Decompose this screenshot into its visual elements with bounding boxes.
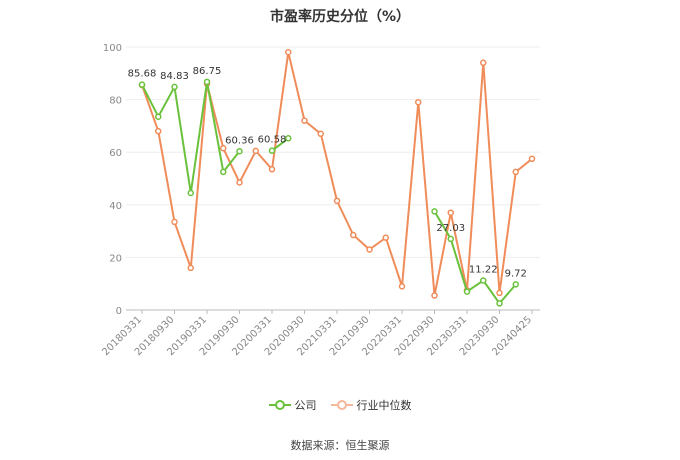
series-1-point-15 (382, 234, 389, 241)
series-1-point-12 (333, 197, 341, 205)
legend-item-industry-median[interactable]: 行业中位数 (330, 397, 412, 413)
data-label-1: 84.83 (160, 71, 189, 82)
series-1-point-9 (285, 49, 292, 56)
series-1-point-7 (252, 147, 259, 155)
series-1-point-22 (496, 289, 503, 297)
series-1-point-10 (301, 117, 308, 124)
series-1-point-17 (415, 98, 422, 106)
series-1-point-5 (220, 145, 227, 152)
series-1-point-19 (447, 209, 454, 216)
data-label-5: 27.03 (436, 223, 465, 234)
y-tick-label-2: 40 (109, 201, 122, 212)
legend-company-label: 公司 (294, 399, 317, 412)
data-label-2: 86.75 (193, 66, 222, 77)
series-0-point-5 (220, 168, 227, 176)
data-label-7: 9.72 (505, 268, 527, 279)
data-label-0: 85.68 (128, 69, 157, 80)
series-0-point-4 (203, 78, 211, 86)
legend-company-swatch-icon (268, 400, 291, 410)
series-1-point-18 (431, 292, 438, 299)
data-label-6: 11.22 (469, 264, 498, 275)
series-1-point-13 (350, 231, 357, 239)
series-1-point-11 (317, 130, 324, 138)
y-tick-label-1: 20 (109, 253, 122, 264)
series-0-point-19 (447, 235, 454, 243)
series-0-point-22 (496, 300, 503, 307)
series-1-point-16 (398, 283, 406, 290)
series-0-point-8 (268, 147, 276, 154)
y-tick-label-5: 100 (103, 43, 122, 54)
series-0-point-21 (480, 277, 487, 284)
legend-industry-swatch-icon (330, 400, 353, 410)
chart-title: 市盈率历史分位（%） (269, 9, 411, 25)
chart-legend: 公司 行业中位数 (0, 397, 680, 413)
legend-industry-median-label: 行业中位数 (356, 399, 412, 412)
series-0-point-6 (236, 148, 243, 155)
series-1-point-3 (187, 264, 194, 272)
y-tick-label-0: 0 (116, 306, 122, 317)
series-0-line-segment-1 (271, 137, 289, 152)
series-1-point-21 (480, 59, 487, 67)
legend-item-company[interactable]: 公司 (268, 397, 317, 413)
data-label-4: 60.58 (258, 135, 287, 146)
series-1-point-6 (236, 179, 243, 186)
series-1-point-24 (528, 155, 536, 163)
series-0-point-23 (512, 281, 519, 288)
y-tick-label-4: 80 (109, 96, 122, 107)
series-1-point-8 (268, 166, 276, 173)
series-0-point-20 (463, 288, 471, 295)
series-0-point-1 (155, 113, 162, 120)
series-1-point-1 (155, 127, 162, 135)
series-0-line-segment-2 (433, 210, 517, 305)
data-source-note: 数据来源：恒生聚源 (290, 439, 390, 452)
series-0-point-2 (171, 83, 178, 91)
series-0-point-0 (138, 81, 146, 88)
y-tick-label-3: 60 (109, 148, 122, 159)
series-1-point-2 (171, 218, 178, 226)
data-label-3: 60.36 (225, 135, 254, 146)
series-0-point-3 (187, 189, 194, 197)
series-0-point-9 (285, 135, 292, 142)
series-1-point-14 (366, 246, 373, 253)
series-1-line-segment-0 (141, 51, 533, 297)
series-0-point-18 (431, 208, 438, 215)
series-1-point-23 (512, 168, 519, 176)
